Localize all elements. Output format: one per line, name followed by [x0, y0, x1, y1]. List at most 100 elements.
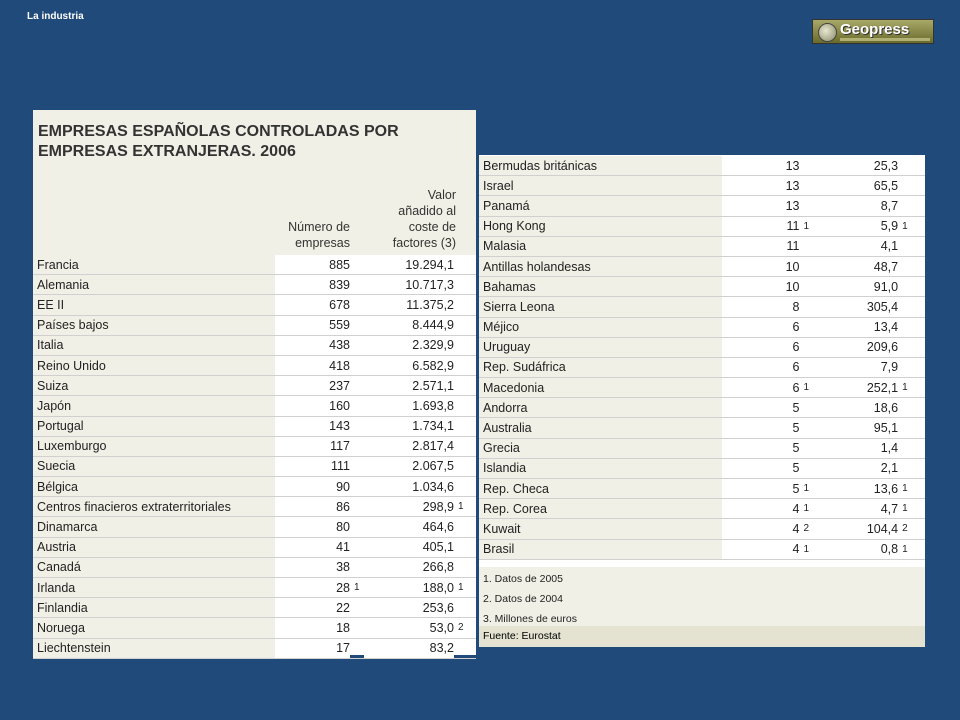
table-row: Países bajos 559 8.444,9	[33, 315, 476, 336]
footnote-marker	[350, 274, 364, 296]
table-row: Liechtenstein 17 83,2	[33, 638, 476, 659]
country-cell: Luxemburgo	[33, 436, 275, 457]
footnote-marker	[898, 236, 925, 257]
logo-text: Geopress	[840, 21, 910, 38]
footnote-marker	[350, 496, 364, 518]
value-added-cell: 2.571,1	[364, 375, 454, 397]
table-row: Andorra 5 18,6	[479, 397, 925, 419]
table-header: Número de empresas Valor añadido al cost…	[33, 182, 476, 255]
footnote-marker: 1	[898, 478, 925, 500]
source-note: Fuente: Eurostat	[479, 626, 925, 647]
table-row: Méjico 6 13,4	[479, 317, 925, 338]
country-cell: Uruguay	[479, 337, 722, 358]
column-header-value-line: factores (3)	[392, 236, 456, 250]
footnote-marker	[799, 337, 814, 358]
footnote-marker	[799, 236, 814, 257]
table-row: Noruega 18 53,0 2	[33, 617, 476, 639]
country-cell: Reino Unido	[33, 355, 275, 377]
country-cell: Hong Kong	[479, 216, 722, 237]
globe-icon	[818, 23, 837, 42]
table-row: Islandia 5 2,1	[479, 458, 925, 480]
footnote-marker	[898, 195, 925, 217]
table-row: Austria 41 405,1	[33, 537, 476, 558]
footnote-marker: 1	[898, 498, 925, 520]
country-cell: Irlanda	[33, 577, 275, 599]
country-cell: Dinamarca	[33, 516, 275, 538]
footnote-marker	[898, 296, 925, 318]
value-added-cell: 25,3	[813, 156, 899, 177]
footnote-marker	[454, 557, 476, 579]
value-added-cell: 11.375,2	[364, 294, 454, 316]
country-cell: Noruega	[33, 617, 275, 639]
footnote-marker	[454, 274, 476, 296]
country-cell: Macedonia	[479, 377, 722, 399]
country-cell: Países bajos	[33, 315, 275, 336]
footnote-marker	[799, 357, 814, 379]
country-cell: Rep. Checa	[479, 478, 722, 500]
footnote-marker: 1	[799, 478, 814, 500]
country-table-right: Bermudas británicas 13 25,3 Israel 13 65,5 Pan…	[479, 156, 925, 560]
footnote-marker: 1	[454, 496, 476, 518]
company-count-cell: 22	[275, 597, 350, 619]
footnote-marker	[898, 397, 925, 419]
footnote-marker	[454, 335, 476, 356]
table-row: Kuwait 4 2 104,4 2	[479, 518, 925, 540]
company-count-cell: 5	[721, 458, 800, 480]
table-row: Brasil 4 1 0,8 1	[479, 539, 925, 560]
footnote-marker: 1	[799, 216, 814, 237]
table-title: EMPRESAS ESPAÑOLAS CONTROLADAS POR EMPRE…	[33, 110, 476, 182]
footnote-marker	[454, 436, 476, 457]
company-count-cell: 4	[721, 539, 800, 560]
value-added-cell: 2.329,9	[364, 335, 454, 356]
footnote-marker	[350, 294, 364, 316]
company-count-cell: 90	[275, 476, 350, 498]
table-row: Reino Unido 418 6.582,9	[33, 355, 476, 377]
table-row: Panamá 13 8,7	[479, 195, 925, 217]
footnote-marker: 2	[898, 518, 925, 540]
company-count-cell: 6	[721, 317, 800, 338]
table-row: Bélgica 90 1.034,6	[33, 476, 476, 498]
country-cell: Francia	[33, 255, 275, 276]
value-added-cell: 18,6	[813, 397, 899, 419]
footnote-marker	[454, 537, 476, 558]
geopress-logo: Geopress	[812, 19, 934, 44]
footnote-marker	[350, 255, 364, 276]
footnote-marker: 2	[454, 617, 476, 639]
footnote-marker	[799, 317, 814, 338]
value-added-cell: 4,7	[813, 498, 899, 520]
value-added-cell: 1.734,1	[364, 416, 454, 437]
footnote-marker	[799, 156, 814, 177]
country-cell: Bahamas	[479, 276, 722, 298]
table-row: Rep. Corea 4 1 4,7 1	[479, 498, 925, 520]
footnote-marker	[898, 357, 925, 379]
country-cell: Portugal	[33, 416, 275, 437]
table-row: Macedonia 6 1 252,1 1	[479, 377, 925, 399]
table-left-panel: EMPRESAS ESPAÑOLAS CONTROLADAS POR EMPRE…	[33, 110, 476, 659]
table-row: Antillas holandesas 10 48,7	[479, 256, 925, 278]
value-added-cell: 266,8	[364, 557, 454, 579]
column-header-value: Valor añadido al coste de factores (3)	[356, 187, 456, 251]
company-count-cell: 4	[721, 518, 800, 540]
company-count-cell: 839	[275, 274, 350, 296]
company-count-cell: 885	[275, 255, 350, 276]
footnote-marker	[799, 276, 814, 298]
value-added-cell: 91,0	[813, 276, 899, 298]
company-count-cell: 5	[721, 438, 800, 459]
footnote-marker: 1	[799, 539, 814, 560]
company-count-cell: 38	[275, 557, 350, 579]
value-added-cell: 305,4	[813, 296, 899, 318]
company-count-cell: 80	[275, 516, 350, 538]
column-header-value-line: coste de	[408, 220, 456, 234]
value-added-cell: 104,4	[813, 518, 899, 540]
table-row: Italia 438 2.329,9	[33, 335, 476, 356]
table-row: Japón 160 1.693,8	[33, 395, 476, 417]
company-count-cell: 8	[721, 296, 800, 318]
column-header-value-line: añadido al	[398, 204, 456, 218]
company-count-cell: 5	[721, 417, 800, 439]
slide-section-label: La industria	[27, 11, 84, 22]
footnote-marker	[898, 256, 925, 278]
value-added-cell: 253,6	[364, 597, 454, 619]
footnote-marker	[454, 294, 476, 316]
table-row: Rep. Sudáfrica 6 7,9	[479, 357, 925, 379]
table-row: Grecia 5 1,4	[479, 438, 925, 459]
